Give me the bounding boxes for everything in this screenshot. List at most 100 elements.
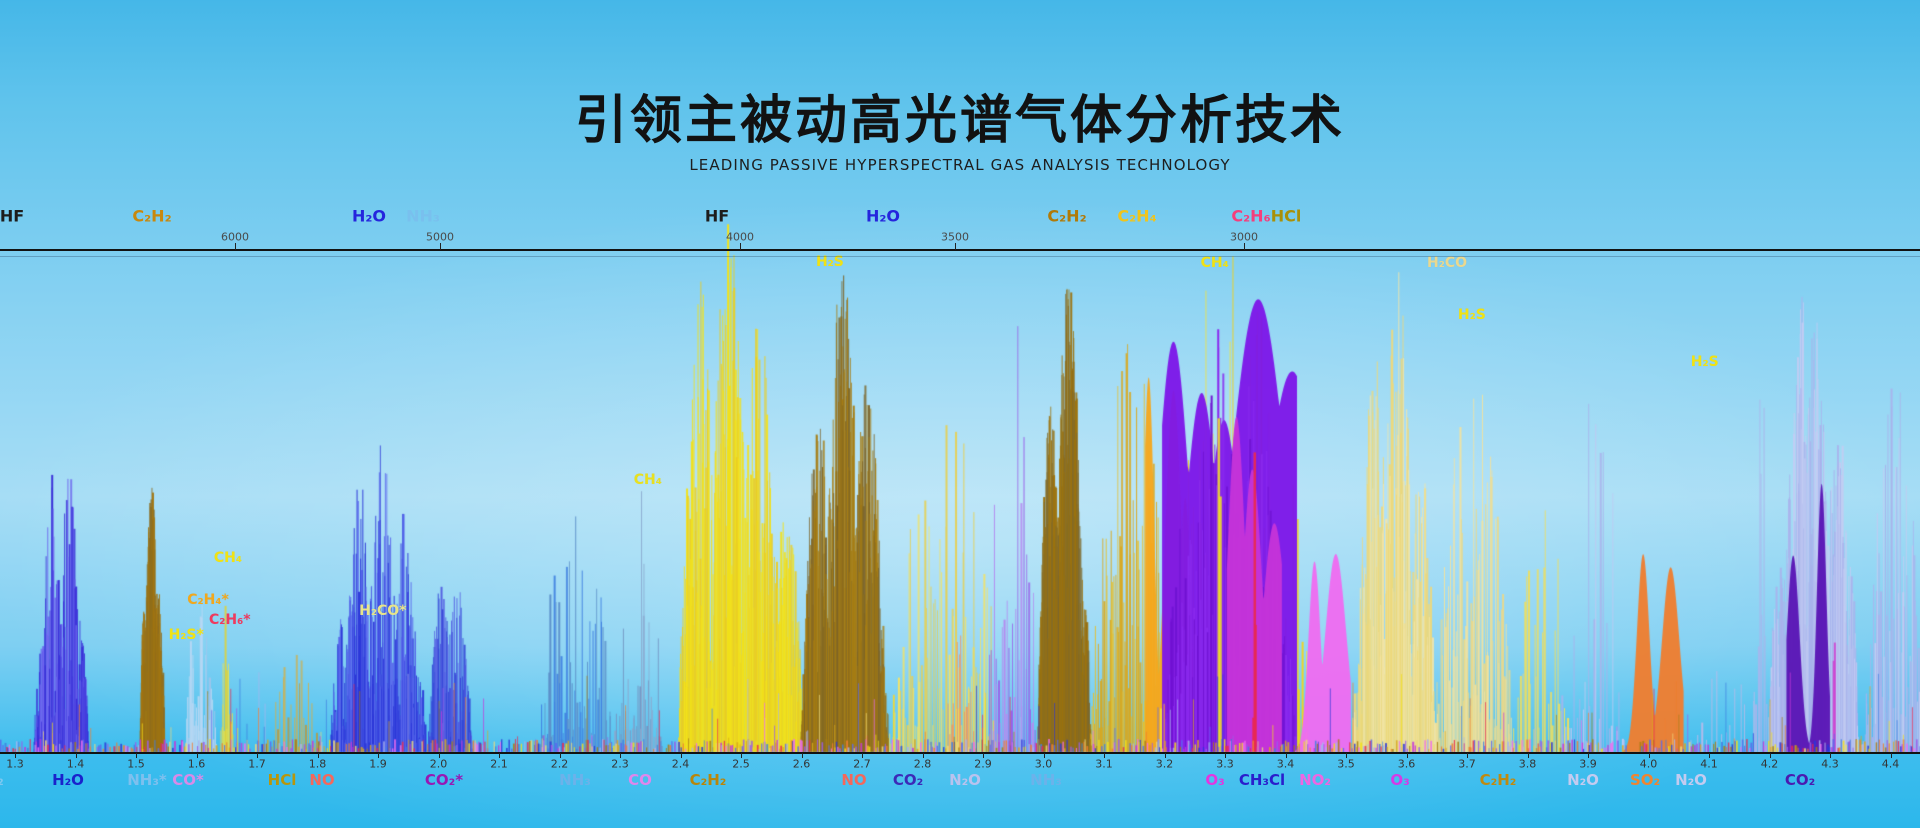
spectrum-annotation: H₂CO [1427,255,1468,271]
bottom-gas-label: SO₂ [1629,771,1661,789]
bottom-gas-label: N₂O [1675,771,1707,789]
bottom-gas-label: N₂O [949,771,981,789]
wavelength-tick-label: 3.4 [1276,757,1295,771]
wavelength-tick [15,753,16,758]
spectrum-annotation: CH₄ [633,472,662,488]
wavelength-tick-label: 3.3 [1216,757,1234,771]
wavelength-tick-label: 4.1 [1700,757,1718,771]
wavelength-tick [1104,753,1105,758]
wavelength-tick [1406,753,1408,758]
wavelength-tick-label: 2.8 [913,757,932,771]
wavenumber-tick [740,243,741,250]
wavelength-tick-label: 2.4 [671,757,690,771]
wavelength-tick [1527,753,1529,758]
wavelength-tick [801,753,803,758]
wavelength-tick-label: 3.1 [1095,757,1113,771]
wavelength-tick [257,753,258,758]
spectrum-annotation: CH₄ [1200,255,1229,271]
wavelength-tick-label: 3.8 [1518,757,1537,771]
wavelength-tick-label: 3.6 [1397,757,1416,771]
wavelength-tick-label: 1.8 [308,757,327,771]
wavelength-tick [196,753,198,758]
bottom-gas-label: CH₃Cl [1238,771,1286,789]
bottom-gas-label: C₂H₂ [1479,771,1517,789]
top-gas-label: C₂H₄ [1117,206,1157,226]
bottom-gas-label: O₂ [0,771,4,789]
wavelength-tick [1285,753,1287,758]
spectrum-annotation: C₂H₆* [208,612,251,628]
top-axis-line [0,249,1920,251]
wavelength-tick-label: 2.9 [974,757,992,771]
wavelength-tick-label: 4.0 [1639,757,1658,771]
spectrum-annotation: CH₄ [213,550,243,566]
spectrum-annotation: H₂S [1457,307,1486,323]
wavelength-tick-label: 1.3 [6,757,24,771]
wavelength-tick [1043,753,1045,758]
wavelength-tick [136,753,137,758]
wavelength-tick-label: 1.5 [127,757,145,771]
wavelength-tick [983,753,984,758]
bottom-gas-label: NH₃* [127,771,167,789]
wavenumber-tick [1244,243,1245,250]
top-gas-label: C₂H₂ [132,206,172,226]
bottom-gas-label: NH₃ [559,771,591,789]
wavelength-tick-label: 3.5 [1337,757,1355,771]
wavelength-tick [1648,753,1650,758]
wavelength-tick [1890,753,1892,758]
wavelength-tick [1830,753,1831,758]
wavenumber-tick [440,243,441,250]
wavenumber-tick [955,243,956,250]
wavelength-tick-label: 3.9 [1579,757,1597,771]
bottom-gas-label: NO [309,771,335,789]
spectrum-annotation: H₂CO* [359,603,407,619]
wavenumber-label: 5000 [426,230,454,244]
wavenumber-label: 3000 [1230,230,1258,244]
bottom-gas-label: CO₂ [892,771,924,789]
bottom-axis-line [0,752,1920,754]
spectrum-annotation: H₂S [815,254,844,270]
top-gas-label: HF [0,206,25,226]
wavelength-tick [862,753,863,758]
wavenumber-label: 4000 [726,230,754,244]
top-gas-label: HF [704,206,730,226]
top-gas-label: HCl [1270,206,1302,226]
spectrum-annotation: C₂H₄* [187,592,229,608]
top-gas-label: NH₃ [406,206,440,226]
top-gas-label: C₂H₂ [1047,206,1087,226]
wavelength-tick [1164,753,1166,758]
wavelength-tick-label: 4.4 [1881,757,1900,771]
bottom-gas-label: NO₂ [1299,771,1331,789]
bottom-gas-label: O₃ [1205,771,1225,789]
wavelength-tick [438,753,440,758]
wavelength-tick [1588,753,1589,758]
wavelength-tick [1769,753,1771,758]
wavelength-tick [741,753,742,758]
wavelength-tick-label: 4.3 [1821,757,1839,771]
top-gas-label: H₂O [352,206,386,226]
wavelength-tick [1709,753,1710,758]
wavelength-tick [559,753,561,758]
bottom-gas-label: N₂O [1567,771,1599,789]
spectrum-annotation: H₂S* [168,627,204,643]
wavelength-tick-label: 1.4 [66,757,85,771]
wavelength-tick [317,753,319,758]
bottom-gas-label: HCl [267,771,297,789]
top-axis-hairline [0,256,1920,257]
wavelength-tick-label: 2.6 [792,757,811,771]
bottom-gas-label: NH₃ [1030,771,1062,789]
spectrum-annotation: H₂S [1690,354,1719,370]
top-gas-label: C₂H₆ [1231,206,1271,226]
top-gas-label: H₂O [866,206,900,226]
wavelength-tick [378,753,379,758]
wavelength-tick [620,753,621,758]
wavelength-tick-label: 3.0 [1034,757,1053,771]
wavelength-tick-label: 2.2 [550,757,569,771]
wavelength-tick [922,753,924,758]
wavelength-tick-label: 1.7 [248,757,266,771]
wavelength-tick [1225,753,1226,758]
wavenumber-label: 6000 [221,230,249,244]
wavelength-tick-label: 2.1 [490,757,508,771]
wavelength-tick [680,753,682,758]
wavenumber-tick [235,243,236,250]
